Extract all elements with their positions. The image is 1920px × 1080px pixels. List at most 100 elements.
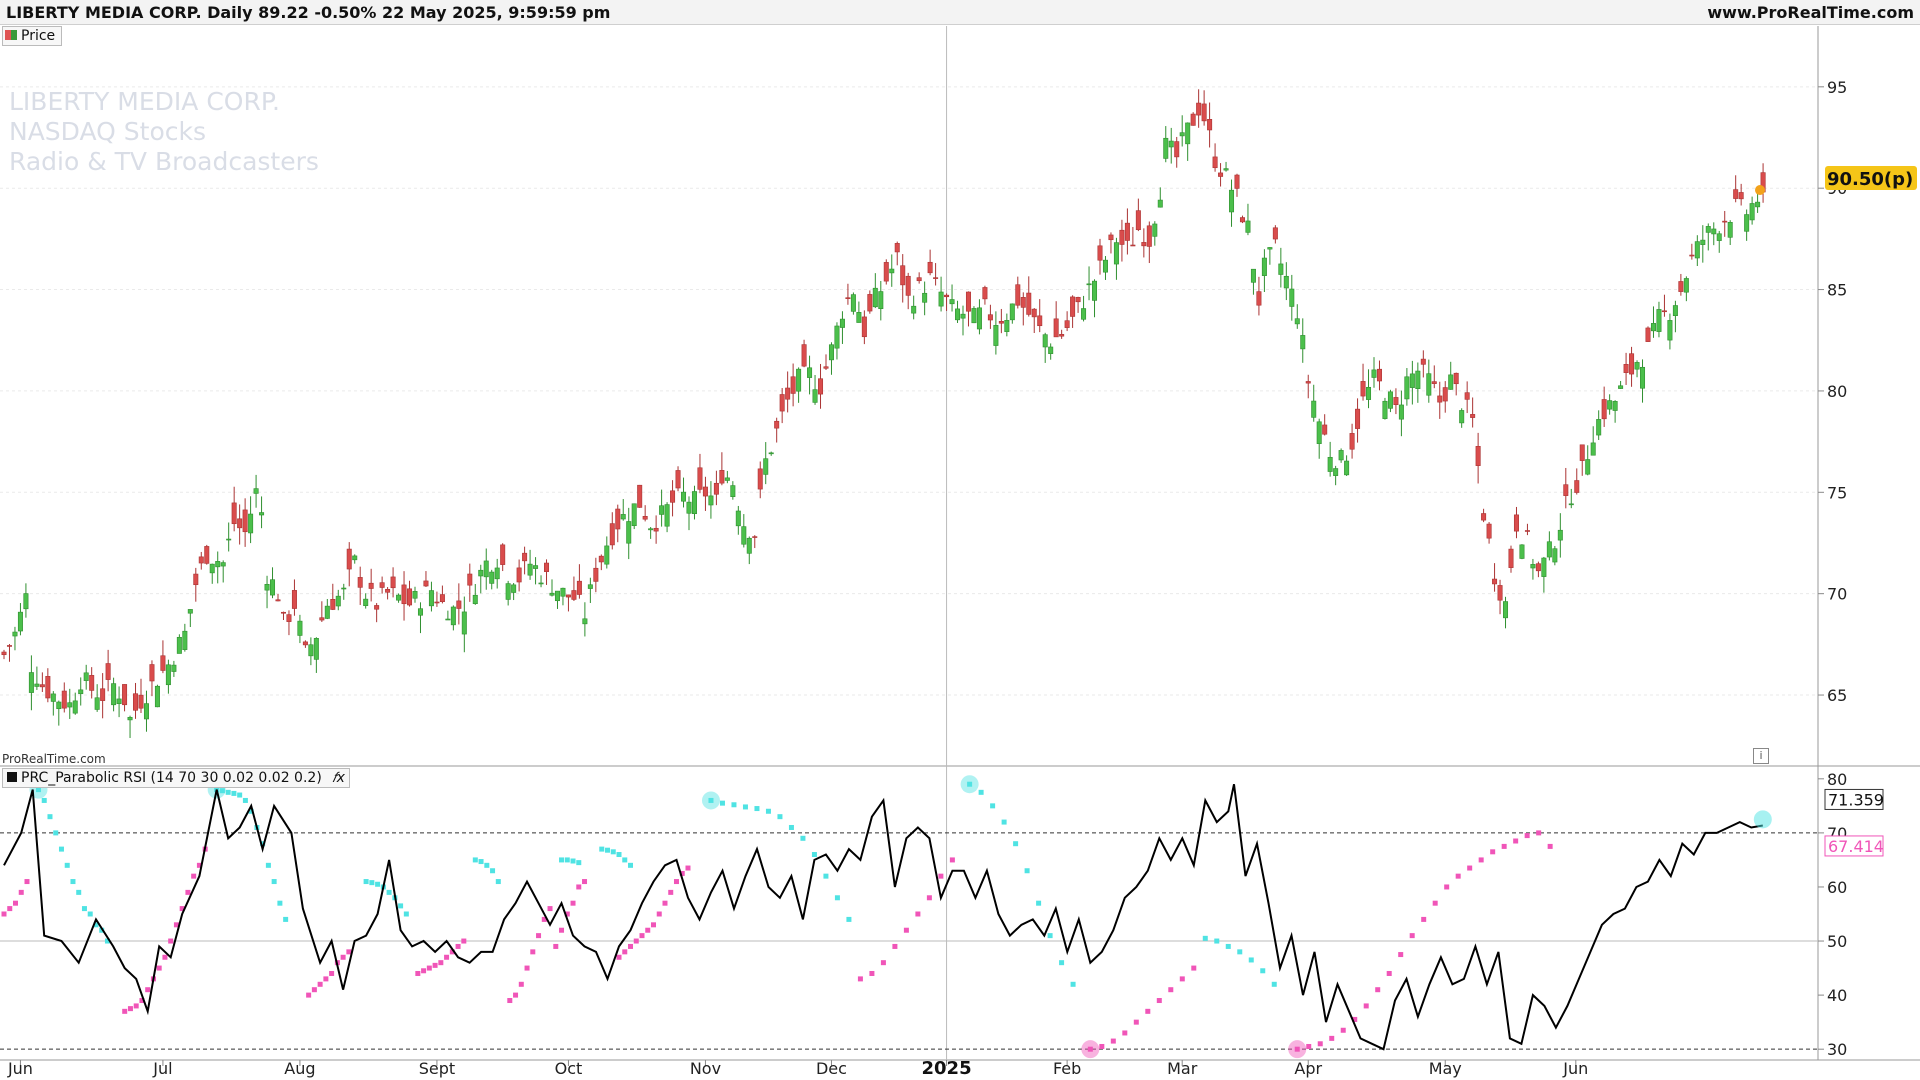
- sar-dot: [949, 857, 955, 863]
- candle-up: [412, 591, 418, 599]
- sar-dot: [472, 857, 478, 863]
- sar-dot: [1214, 938, 1220, 944]
- sar-dot: [185, 889, 191, 895]
- sar-dot: [846, 916, 852, 922]
- candle-up: [1311, 400, 1317, 418]
- candle-up: [631, 503, 637, 527]
- sar-value-badge: [1824, 835, 1884, 857]
- candle-up: [1278, 263, 1284, 275]
- price-tick-label: 65: [1827, 686, 1847, 705]
- sar-dot: [340, 954, 346, 960]
- candle-up: [308, 644, 314, 657]
- sar-dot: [622, 857, 628, 863]
- candle-up: [1300, 335, 1306, 350]
- sar-dot: [225, 789, 231, 795]
- candle-down: [1689, 254, 1695, 257]
- candle-up: [67, 702, 73, 708]
- sar-dot: [306, 992, 312, 998]
- sar-dot: [570, 858, 576, 864]
- candle-up: [478, 569, 484, 577]
- sar-dot: [513, 992, 519, 998]
- candle-down: [198, 556, 204, 564]
- candle-down: [45, 676, 51, 699]
- candle-down: [522, 552, 528, 562]
- x-tick-label: Mar: [1167, 1059, 1198, 1078]
- candle-down: [1037, 315, 1043, 327]
- candle-up: [1590, 442, 1596, 456]
- sar-dot: [1145, 1008, 1151, 1014]
- sar-dot: [1179, 976, 1185, 982]
- sar-dot: [742, 804, 748, 810]
- candle-up: [111, 683, 117, 706]
- sar-dot: [564, 911, 570, 917]
- candle-up: [1749, 203, 1755, 221]
- candle-up: [1415, 370, 1421, 389]
- sar-dot: [490, 868, 496, 874]
- sar-dot: [7, 906, 13, 912]
- sar-dot: [1024, 868, 1030, 874]
- sar-dot: [967, 781, 973, 787]
- candle-up: [1371, 369, 1377, 378]
- last-price-dot: [1755, 185, 1765, 196]
- candle-down: [374, 605, 380, 610]
- sar-dot: [403, 911, 409, 917]
- candle-down: [346, 548, 352, 570]
- fx-icon[interactable]: 𝑓x: [332, 770, 345, 786]
- candle-up: [1267, 247, 1273, 250]
- sar-dot: [76, 889, 82, 895]
- candle-up: [1716, 233, 1722, 241]
- sar-dot: [93, 922, 99, 928]
- candle-down: [757, 468, 763, 490]
- sar-dot: [191, 873, 197, 879]
- sar-dot: [1432, 900, 1438, 906]
- indicator-legend[interactable]: PRC_Parabolic RSI (14 70 30 0.02 0.02 0.…: [2, 768, 350, 788]
- sar-dot: [237, 792, 243, 798]
- sar-dot: [1133, 1019, 1139, 1025]
- candle-down: [593, 567, 599, 582]
- candle-up: [1503, 601, 1509, 619]
- sar-dot: [1352, 1016, 1358, 1022]
- sar-flip-marker: [1081, 1040, 1100, 1059]
- sar-dot: [260, 841, 266, 847]
- sar-dot: [788, 824, 794, 830]
- sar-dot: [432, 962, 438, 968]
- sar-dot: [145, 987, 151, 993]
- info-icon[interactable]: i: [1753, 748, 1769, 764]
- x-tick-label: Oct: [555, 1059, 583, 1078]
- sar-dot: [461, 938, 467, 944]
- candle-up: [1683, 278, 1689, 293]
- sar-dot: [231, 790, 237, 796]
- candle-up: [938, 291, 944, 307]
- sar-dot: [708, 797, 714, 803]
- candle-up: [28, 672, 34, 693]
- candle-down: [1722, 220, 1728, 223]
- sar-dot: [1248, 957, 1254, 963]
- candle-up: [533, 565, 539, 569]
- candle-down: [883, 262, 889, 282]
- candle-down: [160, 655, 166, 671]
- candle-up: [1650, 323, 1656, 332]
- candle-down: [1360, 381, 1366, 397]
- sar-dot: [24, 879, 30, 885]
- candle-up: [807, 367, 813, 378]
- sar-dot: [685, 865, 691, 871]
- sar-dot: [892, 943, 898, 949]
- sar-dot: [1467, 865, 1473, 871]
- candle-down: [357, 577, 363, 588]
- price-legend[interactable]: Price: [2, 26, 63, 46]
- candle-down: [1075, 296, 1081, 303]
- sar-dot: [1421, 916, 1427, 922]
- sar-dot: [156, 965, 162, 971]
- candle-down: [286, 614, 292, 622]
- last-price-label: 90.50(p): [1827, 169, 1913, 190]
- candle-down: [1201, 103, 1207, 122]
- sar-dot: [1386, 970, 1392, 976]
- candle-up: [604, 545, 610, 565]
- site-link[interactable]: www.ProRealTime.com: [1707, 3, 1914, 22]
- sar-dot: [346, 949, 352, 955]
- candle-down: [1645, 327, 1651, 342]
- sar-dot: [265, 862, 271, 868]
- candle-down: [1234, 174, 1240, 189]
- sar-dot: [311, 987, 317, 993]
